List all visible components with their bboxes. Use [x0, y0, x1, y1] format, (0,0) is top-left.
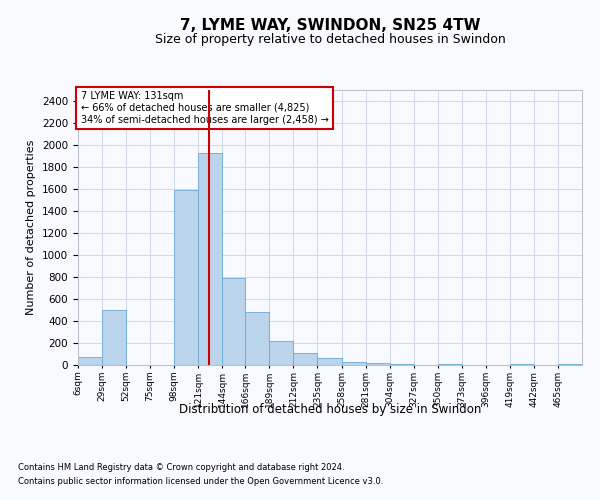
Text: 7, LYME WAY, SWINDON, SN25 4TW: 7, LYME WAY, SWINDON, SN25 4TW	[180, 18, 480, 32]
Bar	[558, 364, 582, 365]
Text: 7 LYME WAY: 131sqm
← 66% of detached houses are smaller (4,825)
34% of semi-deta: 7 LYME WAY: 131sqm ← 66% of detached hou…	[80, 92, 328, 124]
Bar	[222, 278, 245, 365]
Bar	[102, 310, 126, 365]
Bar	[198, 152, 222, 365]
Text: Contains HM Land Registry data © Crown copyright and database right 2024.: Contains HM Land Registry data © Crown c…	[18, 464, 344, 472]
Bar	[438, 364, 462, 365]
Y-axis label: Number of detached properties: Number of detached properties	[26, 140, 37, 315]
Bar	[293, 353, 317, 365]
Bar	[269, 342, 293, 365]
Bar	[365, 364, 389, 365]
Bar	[510, 364, 534, 365]
Bar	[78, 358, 102, 365]
Bar	[341, 362, 365, 365]
Text: Contains public sector information licensed under the Open Government Licence v3: Contains public sector information licen…	[18, 477, 383, 486]
Bar	[317, 358, 341, 365]
Bar	[245, 312, 269, 365]
Bar	[174, 190, 198, 365]
Text: Distribution of detached houses by size in Swindon: Distribution of detached houses by size …	[179, 402, 481, 415]
Bar	[389, 364, 413, 365]
Text: Size of property relative to detached houses in Swindon: Size of property relative to detached ho…	[155, 32, 505, 46]
